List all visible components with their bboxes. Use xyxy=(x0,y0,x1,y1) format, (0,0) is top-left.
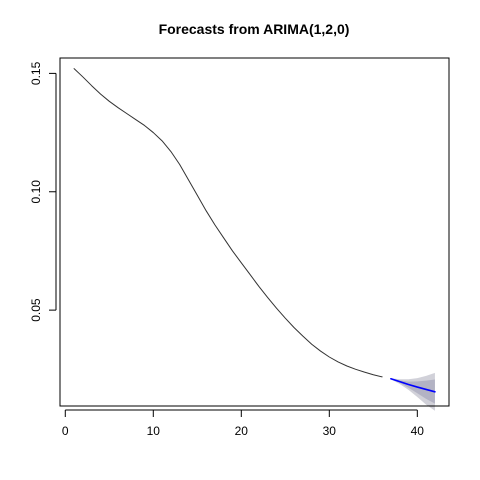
x-tick-label: 30 xyxy=(323,424,337,438)
chart-title: Forecasts from ARIMA(1,2,0) xyxy=(159,21,350,37)
x-tick-label: 20 xyxy=(235,424,249,438)
interval-band-80 xyxy=(390,378,435,404)
series-lines xyxy=(73,68,436,393)
x-tick-label: 40 xyxy=(411,424,425,438)
x-axis: 0 10 20 30 40 xyxy=(62,409,425,438)
observed-line xyxy=(73,68,383,378)
plot-frame xyxy=(59,57,450,407)
y-tick-label: 0.05 xyxy=(29,298,43,322)
x-tick-label: 10 xyxy=(147,424,161,438)
y-tick-label: 0.15 xyxy=(29,61,43,85)
forecast-line xyxy=(390,377,436,393)
y-tick-label: 0.10 xyxy=(29,180,43,204)
x-tick-label: 0 xyxy=(62,424,69,438)
y-axis: 0.05 0.10 0.15 xyxy=(29,61,57,322)
